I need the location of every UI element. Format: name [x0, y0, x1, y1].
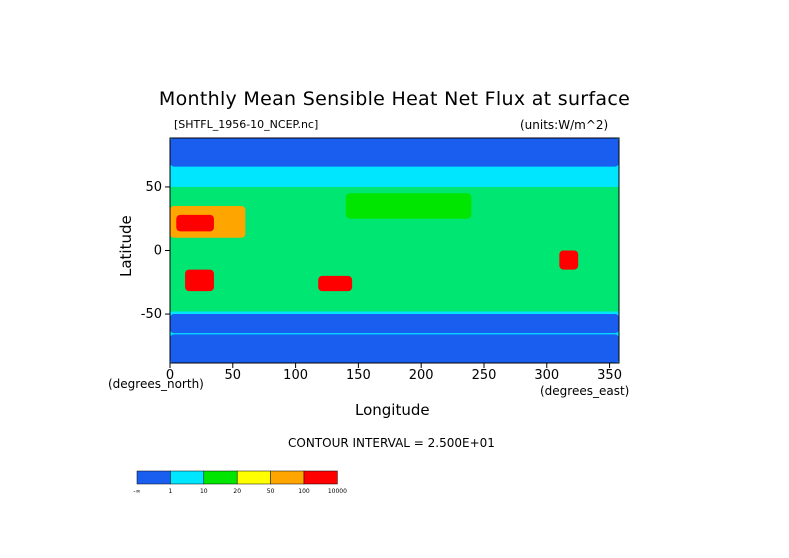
colorbar-label: 20 — [233, 488, 241, 495]
y-tick-label: -50 — [141, 307, 162, 322]
y-tick-label: 50 — [145, 180, 162, 195]
region-north-pacific-band — [345, 193, 472, 219]
region-arctic-ocean — [170, 138, 619, 167]
colorbar-label: -∞ — [133, 488, 140, 495]
x-tick-label: 250 — [472, 368, 497, 383]
region-south-america-east — [559, 250, 579, 270]
x-tick-label: 50 — [225, 368, 242, 383]
colorbar-label: 10 — [200, 488, 208, 495]
region-sahara-core — [176, 214, 214, 232]
colorbar-label: 1 — [168, 488, 172, 495]
x-axis-label: Longitude — [355, 401, 430, 419]
colorbar-swatch — [270, 470, 305, 485]
chart-title: Monthly Mean Sensible Heat Net Flux at s… — [158, 88, 631, 110]
colorbar-swatch — [136, 470, 171, 485]
x-tick-label: 0 — [166, 368, 174, 383]
x-axis-units-note: (degrees_east) — [540, 384, 630, 398]
colorbar-label: 50 — [267, 488, 275, 495]
region-southern-africa — [185, 269, 214, 292]
colorbar-swatch — [203, 470, 238, 485]
map-layer — [169, 137, 620, 364]
contour-interval-label: CONTOUR INTERVAL = 2.500E+01 — [288, 436, 495, 450]
units-label: (units:W/m^2) — [520, 118, 609, 132]
axis-layer: 0 50 100 150 200 250 300 350 50 0 -50 — [141, 180, 622, 383]
x-tick-label: 300 — [534, 368, 559, 383]
x-tick-label: 350 — [597, 368, 622, 383]
colorbar-swatch — [303, 470, 338, 485]
colorbar-swatch — [236, 470, 271, 485]
colorbar-swatch — [170, 470, 205, 485]
colorbar-label: 10000 — [328, 488, 347, 495]
x-tick-label: 200 — [409, 368, 434, 383]
region-australia — [318, 275, 353, 292]
x-tick-label: 150 — [346, 368, 371, 383]
x-tick-label: 100 — [283, 368, 308, 383]
colorbar-label: 100 — [298, 488, 310, 495]
y-tick-label: 0 — [154, 244, 162, 259]
region-southern-ocean — [170, 314, 619, 334]
colorbar: -∞ 1 10 20 50 100 10000 — [133, 470, 347, 495]
region-antarctica — [170, 334, 619, 363]
y-axis-units-note: (degrees_north) — [108, 377, 204, 391]
source-file-label: [SHTFL_1956-10_NCEP.nc] — [174, 118, 319, 131]
